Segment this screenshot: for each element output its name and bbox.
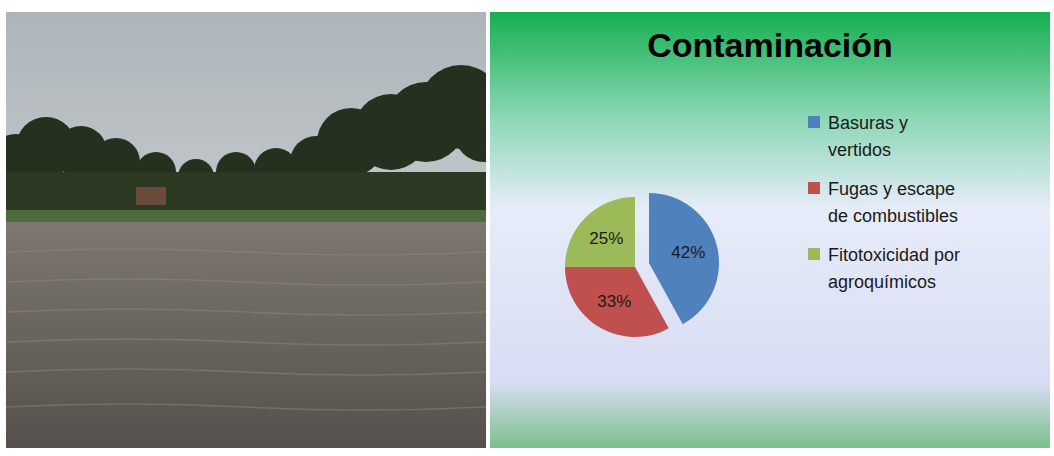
html-text:Fitotoxicidad por agroquímicos: Fitotoxicidad por agroquímicos xyxy=(828,245,961,292)
html-text:Basuras y vertidos: Basuras y vertidos xyxy=(828,113,908,160)
svg-text:25%: 25% xyxy=(589,229,623,248)
html-text:Fugas y escape de combustibles: Fugas y escape de combustibles xyxy=(828,179,959,226)
html-text:Contaminación: Contaminación xyxy=(647,26,893,64)
svg-text:33%: 33% xyxy=(597,292,631,311)
svg-text:42%: 42% xyxy=(671,243,705,262)
